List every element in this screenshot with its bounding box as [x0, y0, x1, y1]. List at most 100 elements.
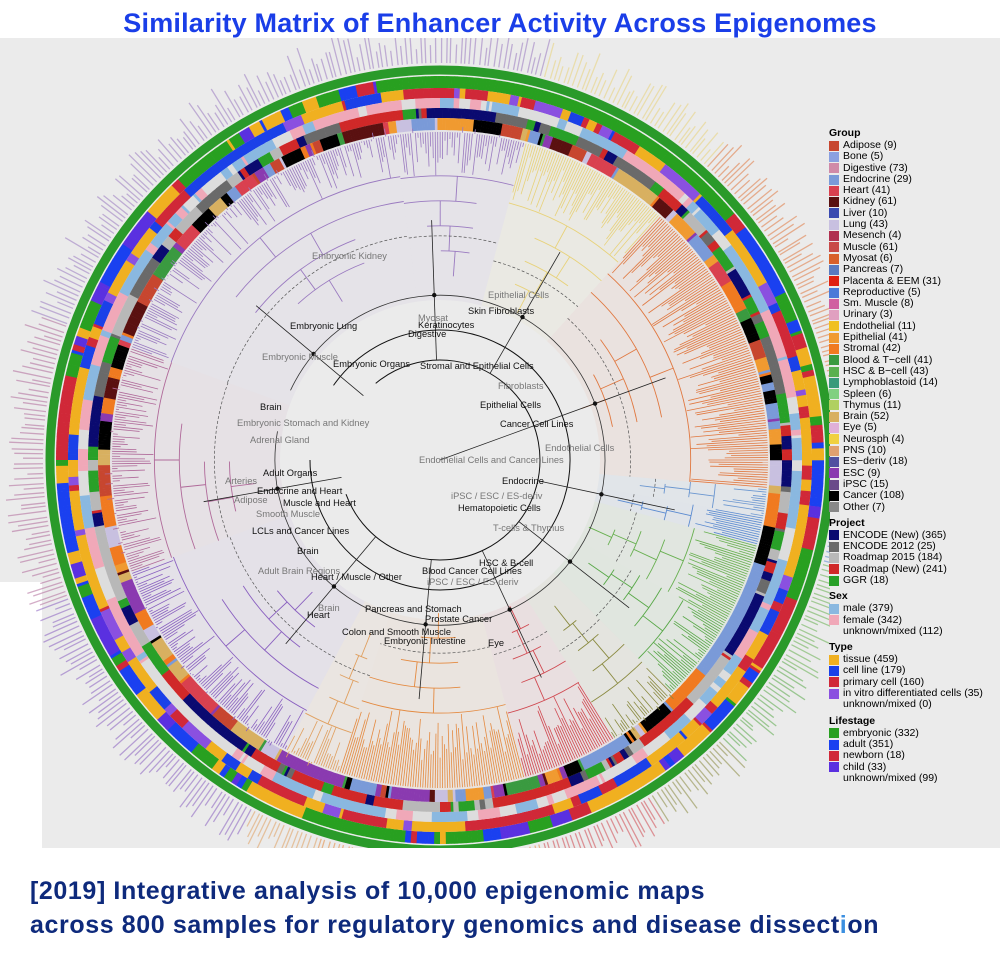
ring-tile	[124, 611, 135, 619]
ring-tile	[428, 76, 432, 89]
ring-tile	[226, 731, 235, 742]
ring-tile	[220, 727, 229, 737]
tip-label-mark	[487, 38, 493, 66]
ring-tile	[110, 284, 121, 292]
ring-tile	[777, 587, 789, 595]
ring-tile	[758, 606, 770, 614]
ring-tile	[259, 765, 268, 776]
ring-tile	[131, 229, 143, 239]
ring-tile	[503, 815, 508, 827]
ring-tile	[693, 179, 705, 191]
ring-tile	[620, 124, 629, 137]
ring-tile	[702, 219, 713, 229]
ring-tile	[77, 374, 88, 381]
ring-tile	[98, 310, 109, 317]
ring-tile	[465, 800, 470, 811]
ring-tile	[453, 811, 457, 822]
ring-tile	[335, 807, 342, 818]
ring-tile	[78, 478, 89, 483]
ring-tile	[95, 387, 106, 393]
ring-tile	[88, 451, 99, 455]
ring-tile	[312, 120, 319, 131]
ring-tile	[579, 127, 586, 138]
ring-tile	[60, 398, 73, 404]
tip-label-mark	[16, 379, 50, 388]
ring-tile	[61, 522, 74, 528]
ring-tile	[261, 766, 270, 777]
ring-tile	[754, 592, 765, 600]
ring-tile	[429, 108, 433, 119]
ring-tile	[68, 473, 79, 478]
ring-tile	[72, 400, 83, 405]
ring-tile	[211, 149, 222, 161]
ring-tile	[252, 772, 260, 783]
ring-tile	[679, 208, 689, 218]
ring-tile	[117, 272, 128, 280]
ring-tile	[288, 768, 296, 779]
ring-tile	[642, 746, 651, 757]
ring-tile	[116, 318, 127, 325]
ring-tile	[202, 752, 213, 764]
ring-tile	[719, 671, 730, 680]
ring-tile	[83, 598, 96, 607]
ring-tile	[768, 553, 779, 559]
ring-tile	[182, 735, 193, 747]
ring-tile	[622, 138, 631, 149]
ring-tile	[447, 811, 452, 822]
ring-tile	[281, 776, 289, 787]
ring-tile	[223, 140, 234, 153]
ring-tile	[155, 233, 166, 243]
ring-tile	[605, 152, 614, 163]
ring-tile	[262, 131, 270, 142]
ring-tile	[791, 448, 802, 453]
ring-tile	[96, 532, 107, 538]
ring-tile	[445, 811, 449, 822]
ring-tile	[216, 145, 227, 158]
ring-tile	[314, 108, 321, 120]
ring-tile	[107, 572, 119, 579]
ring-tile	[159, 195, 171, 207]
ring-tile	[257, 134, 265, 145]
ring-tile	[373, 103, 379, 114]
ring-tile	[214, 188, 223, 198]
ring-tile	[631, 156, 640, 167]
tip-label-mark	[214, 104, 229, 125]
ring-tile	[785, 566, 796, 573]
ring-tile	[97, 374, 109, 380]
ring-tile	[148, 242, 159, 251]
ring-tile	[113, 632, 124, 641]
ring-tile	[105, 319, 116, 326]
ring-tile	[716, 658, 727, 668]
ring-tile	[130, 641, 141, 650]
ring-tile	[139, 692, 152, 702]
ring-tile	[426, 108, 430, 119]
ring-tile	[607, 756, 616, 767]
ring-tile	[773, 597, 784, 605]
ring-tile	[190, 715, 200, 725]
ring-tile	[180, 691, 190, 701]
ring-tile	[153, 235, 164, 245]
ring-tile	[695, 181, 707, 193]
ring-tile	[698, 229, 709, 239]
ring-tile	[498, 806, 504, 817]
ring-tile	[581, 802, 589, 816]
ring-tile	[723, 698, 735, 710]
ring-tile	[261, 118, 271, 131]
ring-tile	[798, 358, 812, 365]
ring-tile	[801, 434, 812, 439]
ring-tile	[698, 681, 709, 691]
ring-tile	[109, 335, 120, 342]
ring-tile	[744, 614, 755, 622]
ring-tile	[649, 142, 659, 155]
ring-tile	[378, 80, 384, 93]
ring-tile	[789, 361, 800, 368]
ring-tile	[566, 787, 573, 798]
ring-tile	[106, 292, 117, 300]
ring-tile	[530, 820, 537, 833]
ring-tile	[88, 435, 99, 439]
ring-tile	[704, 206, 715, 216]
ring-tile	[779, 364, 790, 370]
ring-tile	[370, 114, 376, 125]
ring-tile	[642, 733, 652, 744]
ring-tile	[685, 186, 695, 196]
